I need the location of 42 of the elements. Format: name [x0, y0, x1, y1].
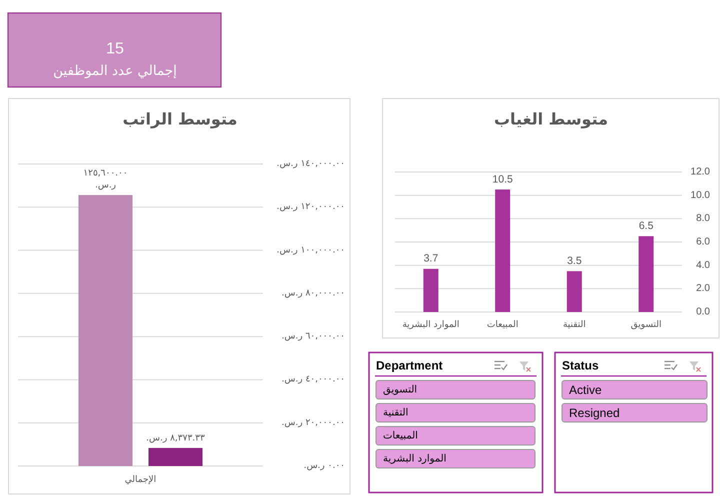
chart-title: متوسط الراتب	[122, 110, 238, 128]
data-label: 3.7	[424, 252, 438, 265]
bar	[495, 190, 510, 312]
y-tick-label: 8.0	[696, 213, 710, 224]
text: التقنية	[383, 407, 408, 418]
text: Active	[569, 382, 602, 397]
text: الموارد البشرية	[383, 453, 446, 464]
y-tick-label: ١٢٠,٠٠٠.٠٠ ر.س.	[276, 202, 345, 212]
y-tick-label: ٢٠,٠٠٠.٠٠ ر.س.	[282, 418, 345, 428]
y-tick-label: ١٤٠,٠٠٠.٠٠ ر.س.	[276, 159, 345, 169]
text: 15	[106, 40, 124, 58]
y-tick-label: 2.0	[696, 283, 710, 294]
x-tick-label: التسويق	[630, 320, 662, 330]
x-tick-label: الموارد البشرية	[402, 320, 460, 330]
y-tick-label: 10.0	[690, 190, 710, 201]
y-tick-label: ٠.٠٠ ر.س.	[304, 461, 345, 471]
y-tick-label: ٨٠,٠٠٠.٠٠ ر.س.	[282, 288, 345, 298]
chart-title: متوسط الغياب	[494, 110, 608, 128]
data-label: 3.5	[567, 254, 582, 267]
text: إجمالي عدد الموظفين	[53, 63, 177, 79]
x-tick-label: الإجمالي	[124, 475, 156, 485]
bar	[566, 271, 582, 312]
text: المبيعات	[383, 430, 418, 442]
bar	[638, 236, 654, 312]
data-label: 6.5	[638, 220, 654, 232]
x-tick-label: المبيعات	[486, 320, 518, 330]
text: Resigned	[569, 406, 620, 420]
text: التسويق	[383, 384, 418, 396]
y-tick-label: ٦٠,٠٠٠.٠٠ ر.س.	[282, 332, 345, 342]
y-tick-label: 0.0	[696, 306, 710, 318]
bar	[423, 268, 438, 312]
data-label: ١٢٥,٦٠٠.٠٠ ر.س.	[83, 168, 128, 191]
y-tick-label: 12.0	[690, 166, 710, 178]
data-label: 10.5	[492, 173, 514, 186]
y-tick-label: ١٠٠,٠٠٠.٠٠ ر.س.	[276, 245, 345, 256]
x-tick-label: التقنية	[562, 320, 586, 330]
text: Department	[376, 358, 443, 372]
y-tick-label: 6.0	[696, 236, 710, 248]
text: Status	[562, 358, 599, 372]
y-tick-label: 4.0	[696, 260, 710, 271]
y-tick-label: ٤٠,٠٠٠.٠٠ ر.س.	[282, 374, 345, 385]
data-label: ٨,٣٧٣.٣٣ ر.س.	[146, 433, 205, 444]
